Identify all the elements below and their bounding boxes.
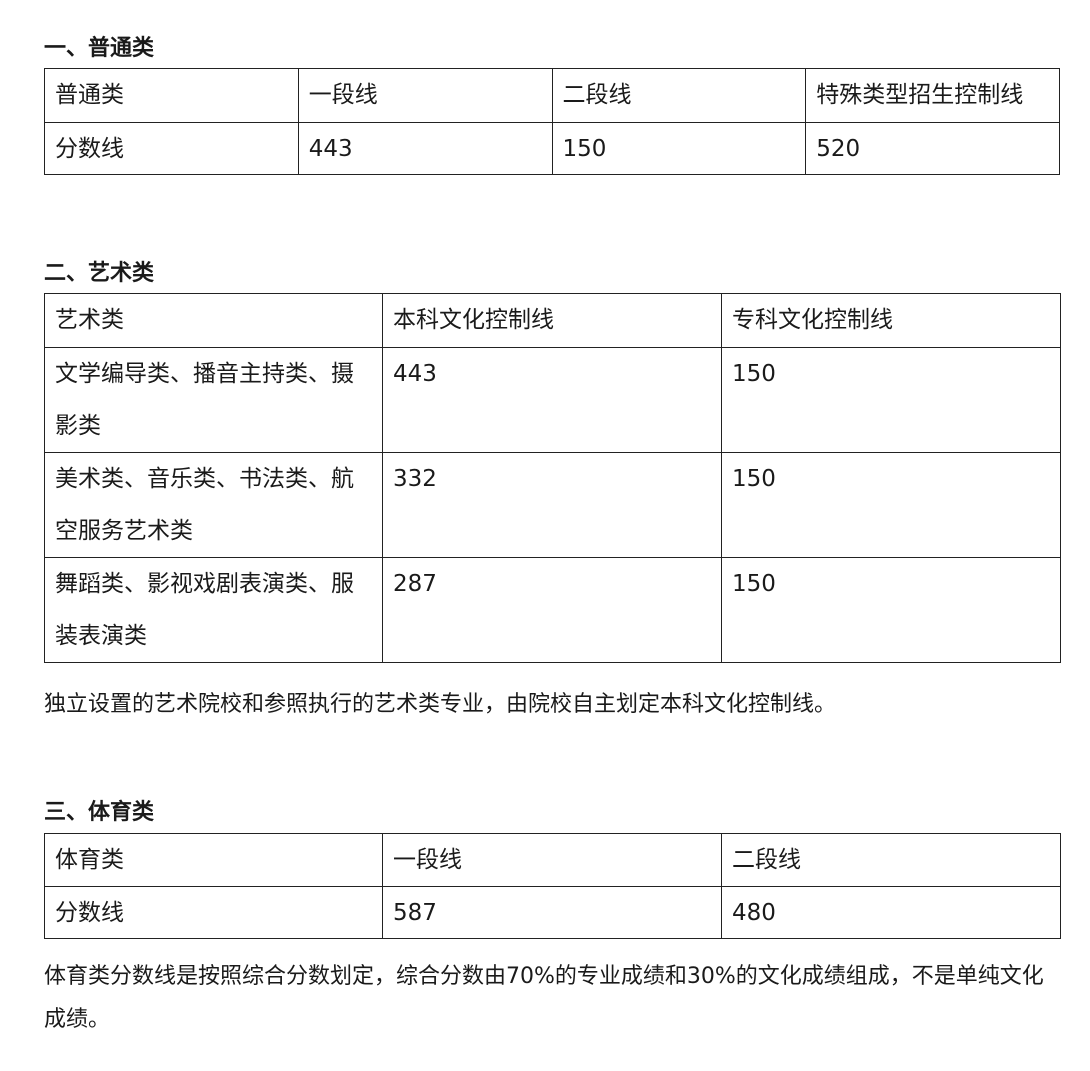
table-cell: 分数线 [44, 886, 383, 939]
table-cell: 332 [382, 452, 722, 558]
art-note: 独立设置的艺术院校和参照执行的艺术类专业，由院校自主划定本科文化控制线。 [44, 692, 837, 717]
section-heading-general: 一、普通类 [44, 36, 155, 61]
table-row: 文学编导类、播音主持类、摄影类 443 150 [44, 347, 1061, 453]
header-cell: 普通类 [44, 68, 299, 123]
table-row: 分数线 443 150 520 [44, 122, 1060, 175]
header-cell: 二段线 [721, 833, 1061, 887]
table-cell: 150 [721, 347, 1061, 453]
table-cell: 文学编导类、播音主持类、摄影类 [44, 347, 383, 453]
table-cell: 分数线 [44, 122, 299, 175]
art-score-table: 艺术类 本科文化控制线 专科文化控制线 文学编导类、播音主持类、摄影类 443 … [44, 293, 1061, 663]
table-cell: 舞蹈类、影视戏剧表演类、服装表演类 [44, 557, 383, 663]
table-cell: 287 [382, 557, 722, 663]
table-row: 舞蹈类、影视戏剧表演类、服装表演类 287 150 [44, 557, 1061, 663]
table-cell: 150 [551, 122, 807, 175]
header-cell: 本科文化控制线 [382, 293, 722, 348]
table-cell: 美术类、音乐类、书法类、航空服务艺术类 [44, 452, 383, 558]
table-cell: 520 [805, 122, 1060, 175]
table-header-row: 体育类 一段线 二段线 [44, 833, 1061, 887]
table-row: 美术类、音乐类、书法类、航空服务艺术类 332 150 [44, 452, 1061, 558]
header-cell: 一段线 [297, 68, 553, 123]
header-cell: 体育类 [44, 833, 383, 887]
section-heading-sports: 三、体育类 [44, 800, 155, 825]
header-cell: 二段线 [551, 68, 807, 123]
table-cell: 443 [297, 122, 553, 175]
table-row: 分数线 587 480 [44, 886, 1061, 939]
table-cell: 150 [721, 452, 1061, 558]
header-cell: 特殊类型招生控制线 [805, 68, 1060, 123]
table-cell: 587 [382, 886, 722, 939]
general-score-table: 普通类 一段线 二段线 特殊类型招生控制线 分数线 443 150 520 [44, 68, 1060, 175]
header-cell: 艺术类 [44, 293, 383, 348]
header-cell: 专科文化控制线 [721, 293, 1061, 348]
sports-note: 体育类分数线是按照综合分数划定，综合分数由70%的专业成绩和30%的文化成绩组成… [44, 964, 1044, 1032]
table-cell: 480 [721, 886, 1061, 939]
section-heading-art: 二、艺术类 [44, 261, 155, 286]
table-cell: 150 [721, 557, 1061, 663]
sports-score-table: 体育类 一段线 二段线 分数线 587 480 [44, 833, 1061, 939]
table-cell: 443 [382, 347, 722, 453]
table-header-row: 艺术类 本科文化控制线 专科文化控制线 [44, 293, 1061, 348]
table-header-row: 普通类 一段线 二段线 特殊类型招生控制线 [44, 68, 1060, 123]
header-cell: 一段线 [382, 833, 722, 887]
